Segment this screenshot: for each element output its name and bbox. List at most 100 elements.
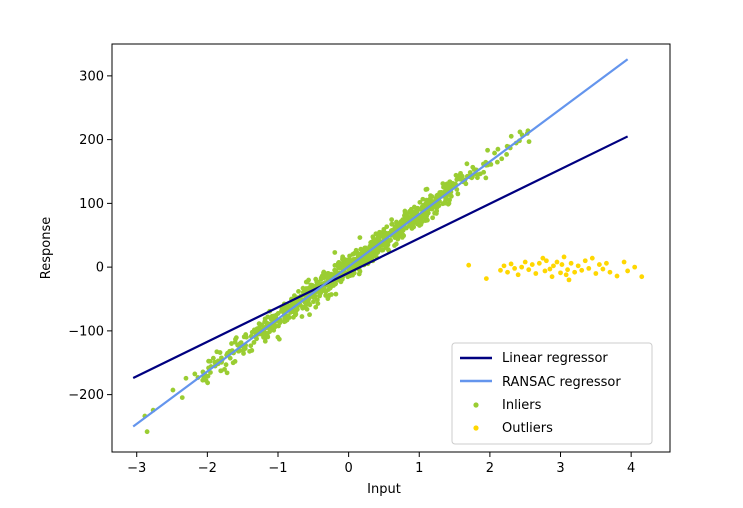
outlier-point (515, 272, 521, 278)
inlier-point (340, 256, 345, 262)
inlier-point (347, 273, 353, 279)
inlier-point (401, 233, 407, 239)
y-tick-label: 100 (79, 197, 104, 212)
inlier-point (256, 321, 262, 327)
x-tick-label: 4 (627, 461, 635, 476)
inlier-point (436, 203, 442, 209)
inlier-point (314, 282, 320, 288)
inlier-point (440, 181, 446, 187)
inlier-point (517, 129, 523, 135)
inlier-point (445, 185, 451, 191)
inlier-point (293, 311, 299, 317)
inlier-point (144, 429, 150, 435)
inlier-point (206, 358, 211, 364)
inlier-point (526, 139, 532, 145)
inlier-point (352, 251, 358, 256)
inlier-point (233, 335, 239, 341)
inlier-point (306, 285, 312, 291)
inlier-point (411, 224, 417, 230)
outlier-point (543, 258, 549, 264)
legend-box (451, 342, 653, 445)
inlier-point (336, 264, 342, 270)
inlier-point (362, 245, 368, 251)
inlier-point (210, 355, 216, 361)
inlier-point (483, 175, 489, 181)
y-tick-label: −200 (68, 388, 104, 403)
lines-layer (132, 58, 629, 428)
inlier-point (249, 348, 255, 353)
inlier-point (238, 340, 244, 346)
inlier-point (338, 279, 344, 285)
inlier-point (368, 239, 374, 245)
outlier-point (522, 259, 528, 265)
outlier-point (508, 261, 514, 267)
inlier-point (232, 358, 238, 364)
inlier-point (314, 297, 320, 303)
outlier-point (542, 268, 548, 274)
inlier-point (329, 292, 334, 297)
inlier-point (251, 327, 257, 333)
inlier-point (214, 349, 220, 355)
inlier-point (455, 191, 461, 197)
outlier-point (561, 254, 567, 260)
inlier-point (273, 323, 279, 329)
inlier-point (453, 172, 459, 178)
inlier-point (396, 222, 402, 228)
outlier-point (526, 267, 532, 273)
inlier-point (224, 370, 230, 376)
inlier-point (384, 224, 390, 230)
inlier-point (347, 253, 352, 259)
inlier-point (307, 312, 312, 318)
y-axis-label: Response (39, 217, 54, 279)
legend-label-outliers: Outliers (502, 421, 553, 436)
inlier-point (328, 271, 334, 277)
outlier-point (559, 262, 565, 267)
inlier-point (313, 304, 319, 310)
inlier-point (251, 340, 257, 345)
outlier-point (483, 276, 489, 281)
inlier-point (170, 387, 176, 393)
inlier-point (447, 197, 452, 203)
outlier-point (551, 263, 556, 269)
inlier-point (307, 302, 313, 308)
inlier-point (309, 282, 315, 288)
inlier-point (275, 334, 281, 340)
legend-label-linear: Linear regressor (502, 351, 608, 366)
inlier-point (417, 199, 423, 205)
y-tick-label: 0 (96, 261, 104, 276)
inlier-point (411, 204, 417, 210)
inlier-point (428, 193, 433, 199)
outlier-point (566, 277, 572, 283)
inlier-point (418, 221, 424, 227)
x-tick-label: −3 (127, 461, 146, 476)
inlier-point (395, 236, 401, 242)
x-tick-label: 3 (556, 461, 564, 476)
inlier-point (402, 210, 408, 216)
inlier-point (508, 133, 514, 139)
plot-area (132, 58, 645, 435)
outlier-point (512, 266, 518, 271)
outlier-point (554, 259, 560, 265)
inlier-point (293, 308, 299, 314)
inlier-point (425, 201, 430, 206)
inlier-point (425, 217, 430, 223)
inlier-point (311, 294, 317, 300)
outlier-point (604, 260, 609, 266)
outlier-point (607, 269, 613, 275)
inlier-point (494, 159, 500, 165)
inlier-point (300, 285, 306, 291)
inlier-point (315, 301, 321, 306)
inlier-point (232, 339, 238, 345)
inlier-point (183, 375, 189, 381)
outlier-point (547, 266, 553, 272)
inlier-point (423, 187, 429, 192)
outlier-point (466, 262, 472, 268)
legend-swatch-inliers (473, 402, 479, 408)
ransac-regressor-line (132, 58, 629, 428)
plot-frame (111, 43, 671, 453)
outlier-point (596, 262, 602, 267)
outlier-point (582, 258, 588, 264)
x-tick-label: 1 (415, 461, 423, 476)
inlier-point (485, 147, 490, 153)
outlier-point (533, 271, 539, 276)
